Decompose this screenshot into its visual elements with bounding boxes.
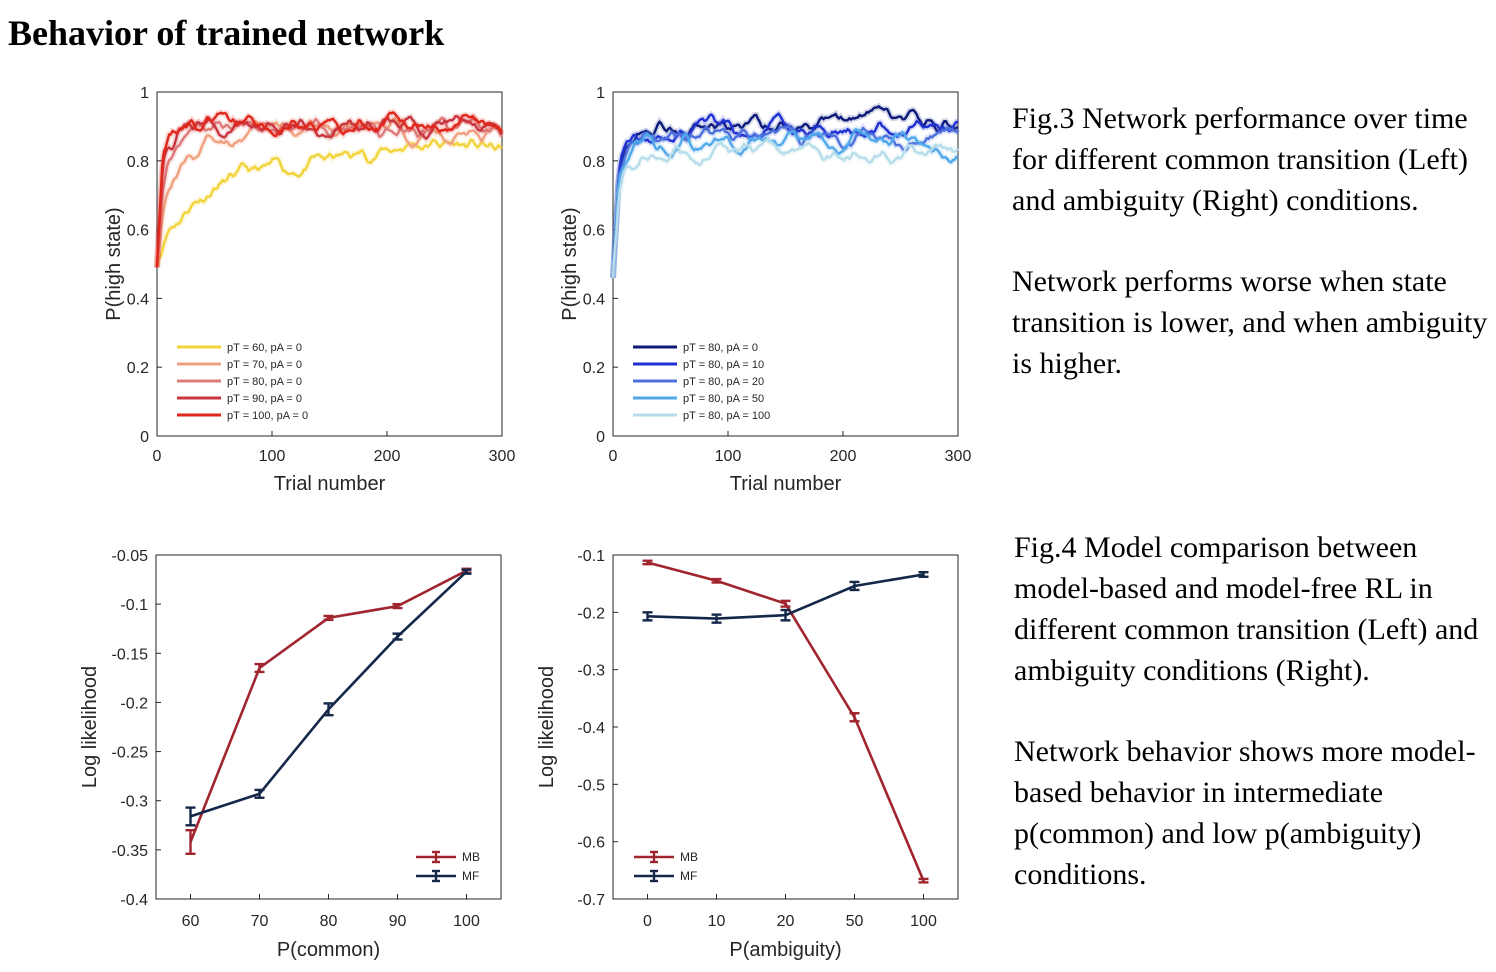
fig3-left-legend-label: pT = 60, pA = 0: [227, 342, 302, 354]
fig3-right-series-line: [611, 137, 959, 278]
fig4-left-y-tick-label: -0.1: [120, 597, 148, 614]
fig3-left-legend-label: pT = 70, pA = 0: [227, 359, 302, 371]
fig3-right-y-tick-label: 0.8: [583, 154, 605, 171]
fig3-right-chart: 0 100 200 300 0 0.2 0.4 0.6 0.8 1 Trial number P(hi…: [559, 85, 972, 495]
fig4-right-y-tick-label: -0.3: [577, 663, 605, 680]
fig3-caption: Fig.3 Network performance over time for …: [1012, 98, 1490, 384]
fig3-right-legend-label: pT = 80, pA = 100: [683, 410, 770, 422]
fig3-left-legend-label: pT = 90, pA = 0: [227, 393, 302, 405]
fig4-left-plot-frame: [155, 554, 502, 900]
fig3-left-y-tick-label: 0.4: [127, 291, 149, 308]
fig3-right-legend-label: pT = 80, pA = 10: [683, 359, 764, 371]
fig3-right-y-axis-label: P(high state): [559, 207, 581, 320]
fig4-right-y-tick-label: -0.1: [577, 548, 605, 565]
fig4-right-y-tick-label: -0.7: [577, 892, 605, 909]
fig4-left-series-line-mf: [190, 570, 468, 818]
fig3-right-x-tick-label: 300: [945, 448, 972, 465]
fig4-left-legend-label: MB: [462, 850, 480, 864]
fig3-left-series-band: [154, 135, 504, 269]
fig3-caption-summary: Network performs worse when state transi…: [1012, 265, 1488, 380]
fig4-right-legend-label: MB: [680, 850, 698, 864]
fig3-left-series-line: [155, 111, 503, 268]
fig4-right-x-tick-label: 50: [846, 913, 864, 930]
fig3-left-chart: 0 100 200 300 0 0.2 0.4 0.6 0.8 1 Trial number P(hi…: [103, 85, 516, 495]
fig3-right-y-tick-label: 0.2: [583, 360, 605, 377]
fig3-left-series-line: [155, 138, 503, 268]
fig4-right-x-tick-label: 20: [777, 913, 795, 930]
fig3-left-x-tick-label: 200: [374, 448, 401, 465]
fig4-right-y-tick-label: -0.5: [577, 777, 605, 794]
fig4-left-y-tick-label: -0.4: [120, 892, 148, 909]
fig3-right-x-tick-label: 100: [715, 448, 742, 465]
fig3-left-x-tick-label: 0: [153, 448, 162, 465]
fig3-left-x-tick-label: 100: [259, 448, 286, 465]
fig3-right-y-tick-label: 0.4: [583, 291, 605, 308]
fig4-caption: Fig.4 Model comparison between model-bas…: [1014, 527, 1490, 895]
fig3-caption-title: Fig.3 Network performance over time for …: [1012, 102, 1468, 217]
fig4-left-chart: 60 70 80 90 100 -0.4 -0.35 -0.3 -0.25 -0.2 -0.15 -0…: [79, 548, 502, 961]
fig4-left-x-tick-label: 100: [453, 913, 480, 930]
fig3-right-y-tick-label: 0: [596, 429, 605, 446]
fig3-right-x-tick-label: 0: [609, 448, 618, 465]
fig3-right-y-tick-label: 1: [596, 85, 605, 102]
fig3-left-y-tick-label: 0: [140, 429, 149, 446]
fig4-left-y-tick-label: -0.25: [112, 745, 149, 762]
fig4-caption-title: Fig.4 Model comparison between model-bas…: [1014, 531, 1479, 687]
fig4-left-x-tick-label: 60: [182, 913, 200, 930]
fig4-right-x-tick-label: 0: [643, 913, 652, 930]
fig3-left-y-tick-label: 0.6: [127, 223, 149, 240]
fig3-left-y-tick-label: 1: [140, 85, 149, 102]
fig4-caption-summary: Network behavior shows more model-based …: [1014, 735, 1476, 891]
fig4-left-x-tick-label: 90: [389, 913, 407, 930]
fig4-right-y-tick-label: -0.2: [577, 605, 605, 622]
fig4-right-y-tick-label: -0.4: [577, 720, 605, 737]
fig3-left-series-line: [155, 117, 503, 268]
fig4-left-legend-label: MF: [462, 869, 479, 883]
fig3-right-x-axis-label: Trial number: [730, 473, 842, 495]
fig4-right-chart: 0 10 20 50 100 -0.7 -0.6 -0.5 -0.4 -0.3 -0.2 -0.1 P(…: [536, 548, 959, 961]
fig3-right-legend-label: pT = 80, pA = 50: [683, 393, 764, 405]
fig3-left-y-axis-label: P(high state): [103, 207, 125, 320]
fig3-left-x-tick-label: 300: [489, 448, 516, 465]
fig4-right-legend-label: MF: [680, 869, 697, 883]
fig4-left-y-tick-label: -0.05: [112, 548, 149, 565]
fig4-left-x-tick-label: 70: [251, 913, 269, 930]
fig3-right-x-tick-label: 200: [830, 448, 857, 465]
fig4-right-y-tick-label: -0.6: [577, 835, 605, 852]
fig3-right-series-line: [611, 124, 959, 278]
fig4-right-y-axis-label: Log likelihood: [536, 666, 558, 788]
page-title: Behavior of trained network: [8, 13, 445, 53]
fig4-left-y-axis-label: Log likelihood: [79, 666, 101, 788]
fig3-left-legend-label: pT = 80, pA = 0: [227, 376, 302, 388]
fig3-right-y-tick-label: 0.6: [583, 223, 605, 240]
fig3-left-x-axis-label: Trial number: [274, 473, 386, 495]
fig4-left-y-tick-label: -0.35: [112, 843, 149, 860]
fig4-right-x-tick-label: 100: [910, 913, 937, 930]
fig4-left-y-tick-label: -0.3: [120, 794, 148, 811]
fig4-right-x-axis-label: P(ambiguity): [729, 939, 841, 961]
fig4-left-x-axis-label: P(common): [277, 939, 380, 961]
fig3-left-y-tick-label: 0.8: [127, 154, 149, 171]
fig4-left-y-tick-label: -0.15: [112, 646, 149, 663]
fig3-left-legend-label: pT = 100, pA = 0: [227, 410, 308, 422]
fig3-left-series-line: [155, 115, 504, 268]
fig4-right-x-tick-label: 10: [708, 913, 726, 930]
fig4-left-y-tick-label: -0.2: [120, 695, 148, 712]
fig3-left-y-tick-label: 0.2: [127, 360, 149, 377]
fig4-left-x-tick-label: 80: [320, 913, 338, 930]
fig3-right-legend-label: pT = 80, pA = 0: [683, 342, 758, 354]
fig3-right-legend-label: pT = 80, pA = 20: [683, 376, 764, 388]
